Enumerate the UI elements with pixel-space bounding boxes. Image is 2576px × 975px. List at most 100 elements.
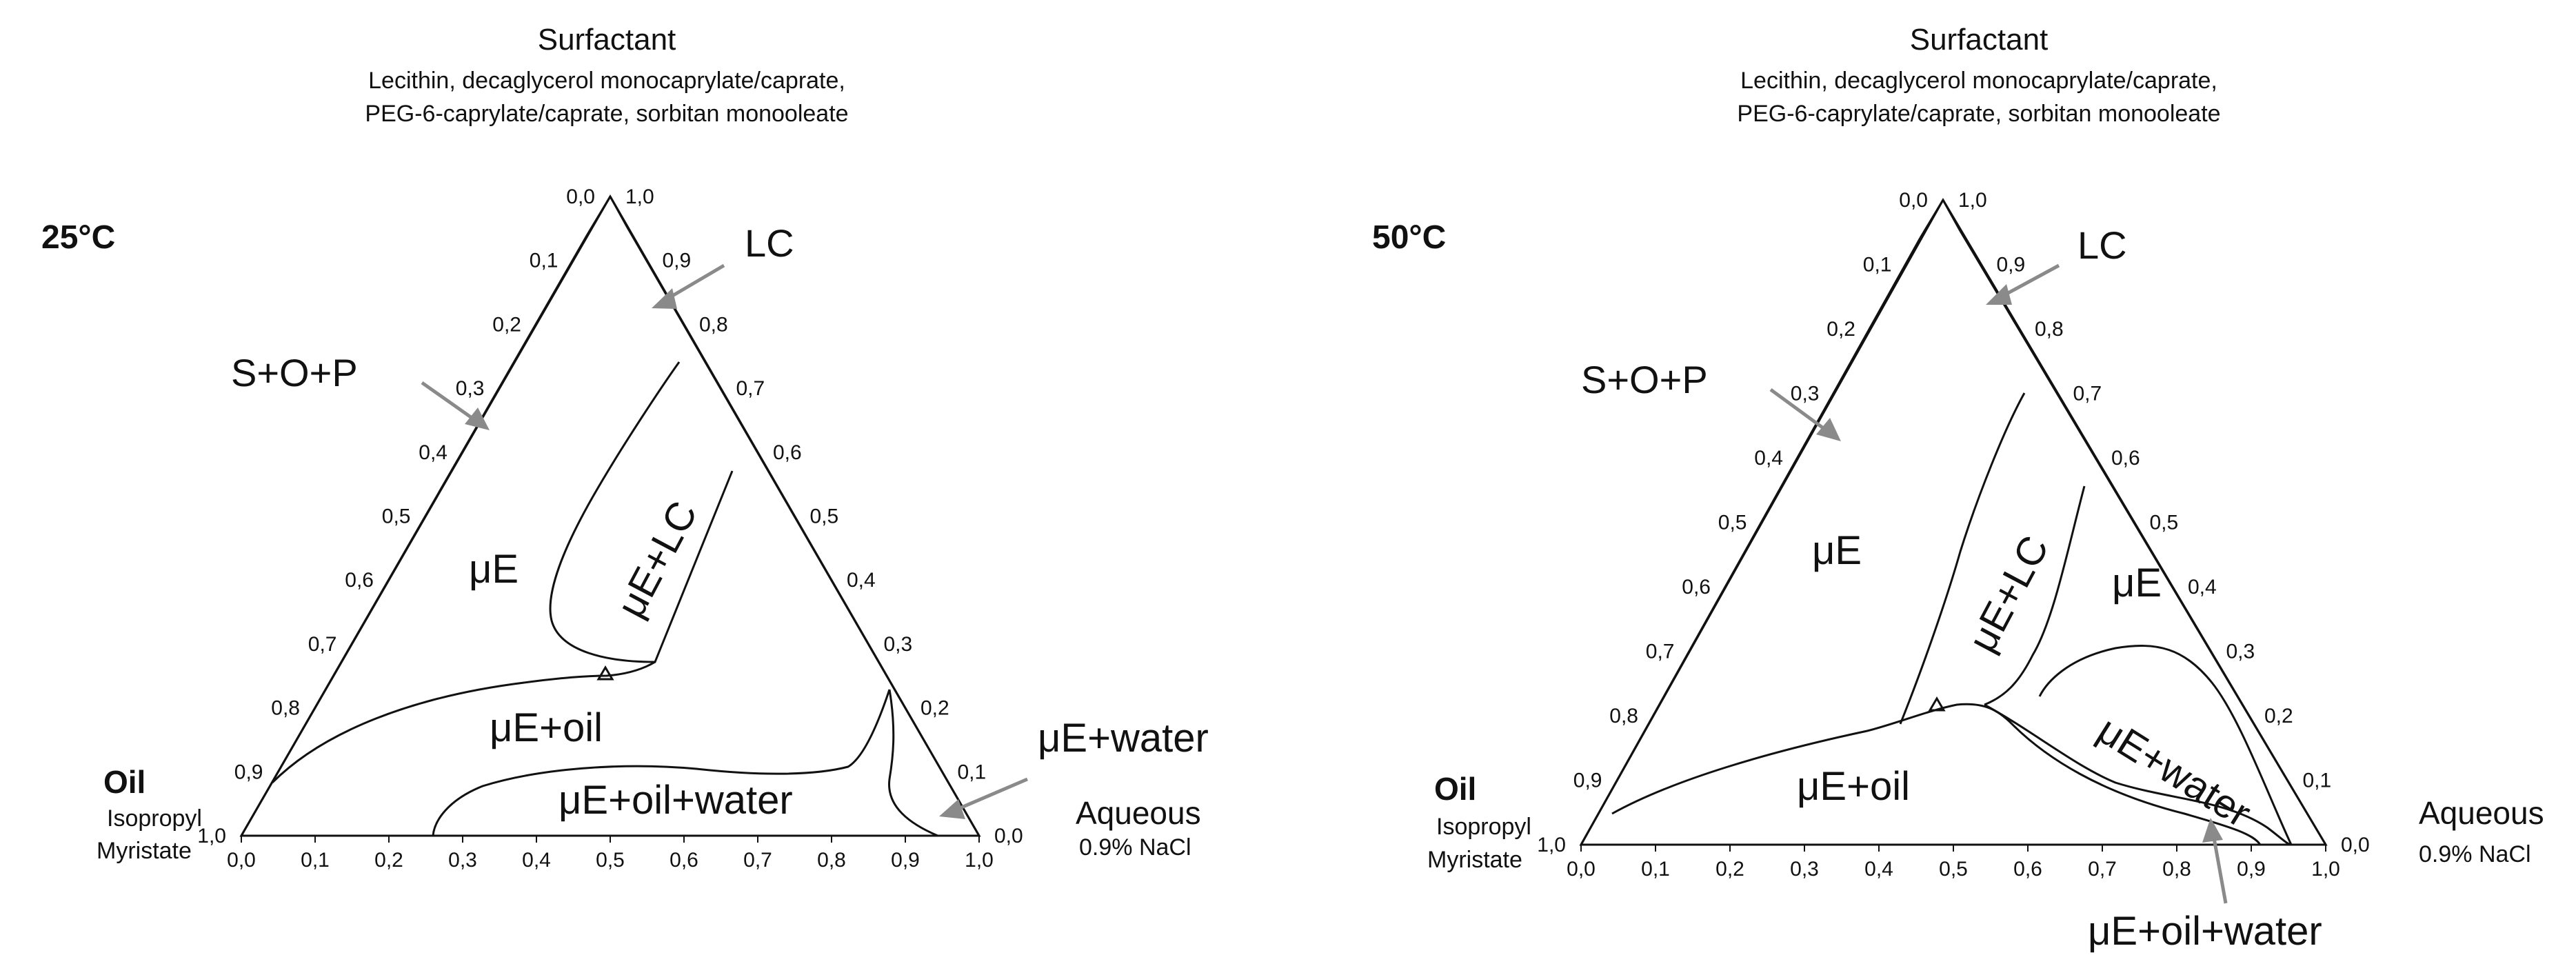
ue-right-region-label: μE xyxy=(2112,561,2162,605)
ue-lc-region-label: μE+LC xyxy=(608,494,706,625)
triangle-outline xyxy=(1579,198,2328,846)
tick-label-left: 0,5 xyxy=(1718,512,1747,534)
tick-label-left: 1,0 xyxy=(1537,834,1566,856)
lc-band-cap xyxy=(609,196,629,228)
aqueous-vertex-label: Aqueous xyxy=(1076,795,1201,831)
tick-label-left: 0,4 xyxy=(419,441,447,464)
lc-arrow-head xyxy=(1986,284,2012,305)
ue-oil-boundary xyxy=(271,661,656,784)
tick-label-left: 0,9 xyxy=(1573,770,1602,792)
aqueous-vertex-sub: 0.9% NaCl xyxy=(2419,841,2531,867)
oil-vertex-label: Oil xyxy=(1434,771,1476,807)
ue-water-boundary xyxy=(1984,703,2292,846)
tick-label-right: 0,2 xyxy=(920,697,949,720)
surfactant-components-line1: Lecithin, decaglycerol monocaprylate/cap… xyxy=(1740,68,2217,94)
lc-band-line xyxy=(1959,230,2327,845)
sop-band-cap xyxy=(1919,199,1944,239)
tick-label-bottom: 0,8 xyxy=(817,849,846,872)
tick-label-left: 0,0 xyxy=(566,185,595,208)
ue-oil-boundary xyxy=(1611,703,2262,845)
tick-label-bottom: 0,9 xyxy=(2237,858,2266,881)
tick-label-right: 0,7 xyxy=(736,377,765,400)
tick-label-right: 0,6 xyxy=(773,441,802,464)
ue-water-top-boundary xyxy=(2038,645,2293,845)
triangle-frame xyxy=(1579,198,2328,846)
tick-label-bottom: 0,7 xyxy=(2088,858,2117,881)
tick-label-bottom: 0,8 xyxy=(2162,858,2191,881)
ue-oil-water-region-label: μE+oil+water xyxy=(559,778,793,823)
tick-label-bottom: 0,3 xyxy=(448,849,477,872)
tick-label-right: 0,5 xyxy=(2150,512,2179,534)
sample-marker xyxy=(596,665,614,681)
tick-label-left: 0,3 xyxy=(1791,383,1820,405)
tick-label-bottom: 0,7 xyxy=(743,849,772,872)
aqueous-vertex-label: Aqueous xyxy=(2419,795,2544,831)
surfactant-components-line2: PEG-6-caprylate/caprate, sorbitan monool… xyxy=(1737,101,2220,127)
ue-lc-right-boundary xyxy=(1984,485,2086,706)
tick-label-right: 0,2 xyxy=(2264,705,2293,727)
ue-water-region-label: μE+water xyxy=(1038,716,1209,761)
tick-label-bottom: 1,0 xyxy=(2311,858,2340,881)
ue-oil-water-arrow-head xyxy=(2202,818,2223,843)
ue-water-arrow xyxy=(954,777,1028,812)
tick-label-left: 1,0 xyxy=(197,825,226,847)
tick-label-left: 0,7 xyxy=(1646,641,1675,663)
tick-label-bottom: 0,5 xyxy=(596,849,625,872)
tick-label-bottom: 0,6 xyxy=(670,849,698,872)
surfactant-title: Surfactant xyxy=(538,23,676,57)
tick-label-left: 0,1 xyxy=(530,250,559,272)
tick-label-right: 0,4 xyxy=(847,569,876,592)
tick-label-left: 0,3 xyxy=(456,377,485,400)
ternary-diagram-50c: Surfactant Lecithin, decaglycerol monoca… xyxy=(1372,23,2544,954)
oil-vertex-label: Oil xyxy=(103,764,145,800)
tick-label-left: 0,8 xyxy=(271,697,300,720)
ticks-50c: 0,01,0 0,00,10,9 0,10,20,8 0,20,30,7 0,30,40… xyxy=(1537,189,2369,881)
ue-water-region-label: μE+water xyxy=(2090,707,2259,836)
tick-label-right: 0,8 xyxy=(2035,318,2064,341)
tick-label-right: 0,1 xyxy=(958,761,987,783)
tick-label-right: 0,6 xyxy=(2111,447,2140,470)
oil-vertex-sub2: Myristate xyxy=(1427,847,1522,873)
lc-arrow xyxy=(2000,263,2060,299)
surfactant-components-line2: PEG-6-caprylate/caprate, sorbitan monool… xyxy=(365,101,848,127)
tick-label-left: 0,0 xyxy=(1899,189,1928,212)
phase-boundaries xyxy=(271,361,938,837)
tick-label-bottom: 0,2 xyxy=(1715,858,1744,881)
tick-label-bottom: 0,5 xyxy=(1939,858,1968,881)
sop-band-line xyxy=(240,234,589,836)
ue-water-boundary xyxy=(432,689,891,836)
tick-label-right: 0,4 xyxy=(2188,576,2217,599)
surfactant-title: Surfactant xyxy=(1910,23,2049,57)
ticks-25c: 0,01,0 0,00,10,9 0,10,20,8 0,20,30,7 0,30,40… xyxy=(197,185,1023,872)
lc-band-cap xyxy=(1942,199,1962,232)
tick-label-bottom: 0,9 xyxy=(891,849,920,872)
ue-water-arrow-head xyxy=(939,799,965,819)
tick-label-left: 0,2 xyxy=(1827,318,1855,341)
lc-arrow xyxy=(664,263,725,302)
oil-water-right-boundary xyxy=(888,689,938,837)
ue-oil-region-label: μE+oil xyxy=(490,705,603,750)
temperature-label: 50°C xyxy=(1372,219,1446,256)
ue-oil-region-label: μE+oil xyxy=(1797,764,1910,809)
ue-lc-left-boundary xyxy=(1899,392,2026,725)
phase-boundaries xyxy=(1611,392,2293,846)
oil-vertex-sub1: Isopropyl xyxy=(1436,814,1531,840)
oil-vertex-sub2: Myristate xyxy=(97,838,192,864)
tick-label-right: 0,3 xyxy=(2226,641,2255,663)
tick-label-left: 0,6 xyxy=(1682,576,1711,599)
tick-label-bottom: 0,1 xyxy=(301,849,330,872)
tick-label-right: 0,8 xyxy=(699,313,728,336)
tick-label-right: 1,0 xyxy=(625,185,654,208)
lc-label: LC xyxy=(745,221,794,265)
tick-label-right: 0,1 xyxy=(2303,770,2332,792)
tick-label-left: 0,4 xyxy=(1754,447,1783,470)
tick-label-left: 0,6 xyxy=(345,569,374,592)
phase-diagram-50c: Surfactant Lecithin, decaglycerol monoca… xyxy=(1288,0,2576,975)
tick-label-bottom: 0,4 xyxy=(1864,858,1893,881)
tick-label-bottom: 0,2 xyxy=(374,849,403,872)
tick-label-bottom: 0,0 xyxy=(227,849,256,872)
ue-oil-water-arrow xyxy=(2211,834,2228,904)
ternary-diagram-25c: Surfactant Lecithin, decaglycerol monoca… xyxy=(41,23,1209,872)
tick-label-right: 0,0 xyxy=(994,825,1023,847)
sop-arrow xyxy=(1769,388,1829,433)
